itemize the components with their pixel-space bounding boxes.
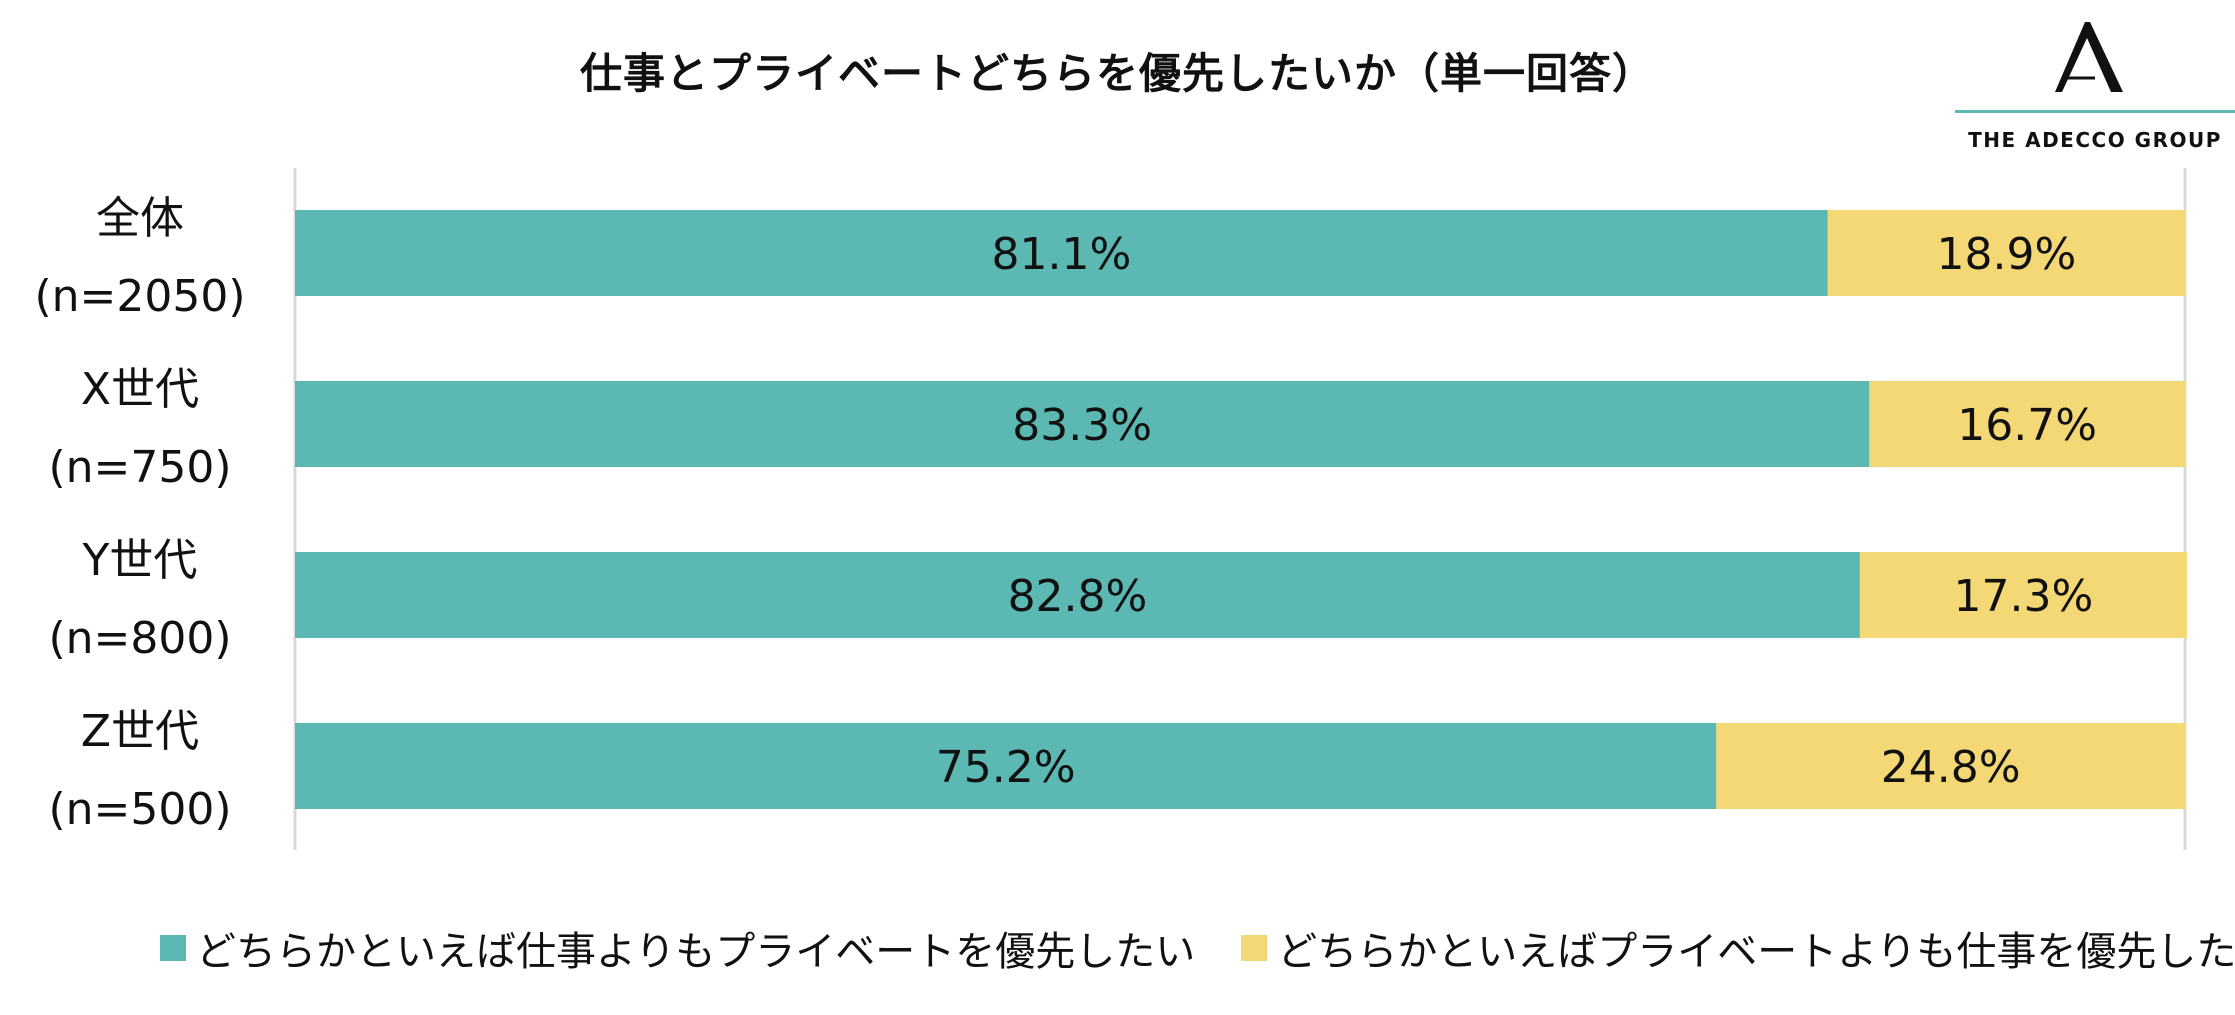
category-sample-size: (n=500) (48, 784, 231, 835)
legend: どちらかといえば仕事よりもプライベートを優先したい どちらかといえばプライベート… (160, 918, 2235, 978)
category-label: X世代 (81, 364, 199, 415)
bar-segment (1716, 723, 2185, 809)
bar-segment (1869, 381, 2185, 467)
bar-segment (295, 723, 1717, 809)
data-label: 82.8% (1008, 571, 1148, 622)
category-sample-size: (n=750) (48, 442, 231, 493)
legend-item-private: どちらかといえば仕事よりもプライベートを優先したい (160, 919, 1195, 977)
category-sample-size: (n=800) (48, 613, 231, 664)
adecco-logo: THE ADECCO GROUP (1955, 14, 2235, 164)
data-label: 17.3% (1954, 571, 2094, 622)
legend-item-work: どちらかといえばプライベートよりも仕事を優先したい (1241, 919, 2235, 977)
bar-segment (295, 210, 1828, 296)
bar-segment (1827, 210, 2185, 296)
logo-text: THE ADECCO GROUP (1968, 128, 2222, 152)
bar-segment (295, 381, 1870, 467)
data-label: 75.2% (936, 742, 1076, 793)
data-label: 16.7% (1957, 400, 2097, 451)
data-label: 81.1% (992, 229, 1132, 280)
data-label: 83.3% (1012, 400, 1152, 451)
logo-a-icon (2055, 22, 2123, 92)
category-label: 全体 (96, 193, 184, 244)
chart-title: 仕事とプライベートどちらを優先したいか（単一回答） (579, 49, 1655, 98)
category-sample-size: (n=2050) (34, 271, 245, 322)
category-label: Z世代 (81, 706, 199, 757)
category-label: Y世代 (82, 535, 198, 586)
data-label: 24.8% (1881, 742, 2021, 793)
legend-swatch-work (1241, 935, 1268, 961)
bar-segment (1859, 552, 2187, 638)
legend-label-work: どちらかといえばプライベートよりも仕事を優先したい (1277, 929, 2235, 975)
legend-swatch-private (160, 935, 186, 961)
logo-rule (1955, 110, 2235, 113)
bar-segment (295, 552, 1860, 638)
stacked-bar-chart: 全体 (n=2050) 81.1% 18.9% X世代 (n=750) 83.3% 16.7%… (34, 168, 2187, 850)
data-label: 18.9% (1937, 229, 2077, 280)
legend-label-private: どちらかといえば仕事よりもプライベートを優先したい (196, 929, 1196, 975)
